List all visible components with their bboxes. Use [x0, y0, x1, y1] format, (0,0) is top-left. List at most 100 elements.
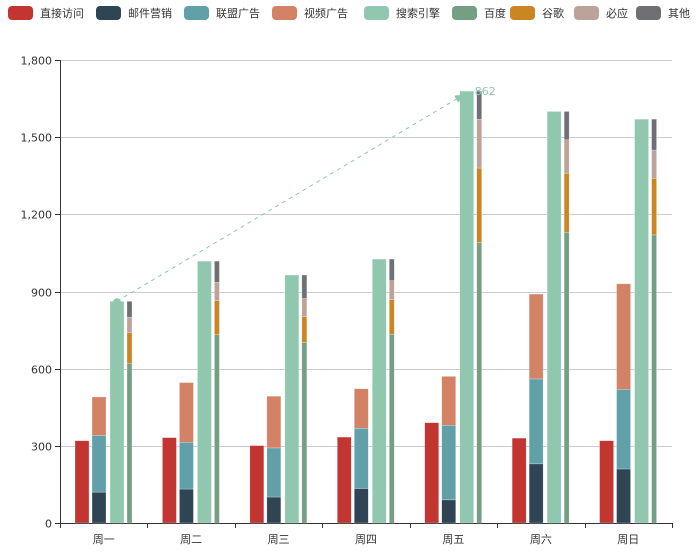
- bar-ad-segment[interactable]: [179, 441, 194, 490]
- bar-ad-segment[interactable]: [441, 376, 456, 426]
- legend-swatch-icon: [364, 6, 389, 20]
- bar-direct[interactable]: [424, 422, 439, 524]
- legend-swatch-icon: [636, 6, 661, 20]
- x-tick-label: 周日: [617, 533, 639, 546]
- bar-ad-segment[interactable]: [441, 425, 456, 501]
- legend-label: 直接访问: [40, 7, 84, 20]
- bar-ad-segment[interactable]: [528, 463, 544, 524]
- legend-item[interactable]: 邮件营销: [96, 5, 172, 21]
- bar-ad-segment[interactable]: [91, 396, 107, 436]
- bar-engine-segment[interactable]: [389, 280, 395, 300]
- legend-swatch-icon: [184, 6, 209, 20]
- bar-engine-segment[interactable]: [563, 172, 570, 233]
- bar-engine-segment[interactable]: [126, 332, 133, 364]
- y-tick-label: 1,500: [21, 132, 53, 145]
- bar-engine-segment[interactable]: [126, 316, 133, 333]
- y-tick-label: 600: [31, 364, 52, 377]
- legend-label: 谷歌: [542, 7, 564, 20]
- bar-ad-segment[interactable]: [354, 428, 369, 489]
- bar-direct[interactable]: [511, 437, 527, 524]
- legend-item[interactable]: 直接访问: [8, 5, 84, 21]
- bar-engine-segment[interactable]: [301, 316, 308, 343]
- bar-ad-segment[interactable]: [616, 388, 631, 470]
- legend-label: 联盟广告: [216, 7, 260, 20]
- legend-label: 邮件营销: [128, 7, 172, 20]
- mark-line-label: 862: [475, 85, 496, 98]
- bar-engine-segment[interactable]: [214, 260, 220, 283]
- bar-direct[interactable]: [249, 445, 265, 524]
- x-tick-label: 周五: [442, 533, 464, 546]
- bar-ad-segment[interactable]: [528, 378, 544, 465]
- legend-swatch-icon: [8, 6, 33, 20]
- legend-item[interactable]: 谷歌: [510, 5, 564, 21]
- bar-engine-segment[interactable]: [301, 342, 308, 524]
- x-tick-label: 周六: [530, 533, 552, 546]
- bar-search[interactable]: [284, 274, 300, 524]
- legend-item[interactable]: 联盟广告: [184, 5, 260, 21]
- bar-engine-segment[interactable]: [563, 232, 570, 524]
- bar-ad-segment[interactable]: [91, 435, 107, 493]
- bar-ad-segment[interactable]: [616, 283, 631, 390]
- legend-item[interactable]: 百度: [452, 5, 506, 21]
- legend-item[interactable]: 必应: [574, 5, 628, 21]
- bar-engine-segment[interactable]: [651, 234, 657, 524]
- bar-direct[interactable]: [74, 440, 90, 524]
- x-tick-label: 周四: [355, 533, 377, 546]
- bar-engine-segment[interactable]: [301, 274, 308, 299]
- bar-ad-segment[interactable]: [91, 491, 107, 524]
- mark-line: [116, 93, 465, 302]
- y-tick-label: 1,200: [21, 209, 53, 222]
- bar-engine-segment[interactable]: [651, 149, 657, 179]
- bar-engine-segment[interactable]: [389, 299, 395, 335]
- bar-ad-segment[interactable]: [266, 496, 282, 524]
- x-tick-label: 周一: [93, 533, 115, 546]
- bar-engine-segment[interactable]: [476, 90, 482, 120]
- bar-engine-segment[interactable]: [389, 258, 395, 281]
- legend-swatch-icon: [452, 6, 477, 20]
- bar-engine-segment[interactable]: [476, 118, 482, 169]
- bar-engine-segment[interactable]: [126, 301, 133, 318]
- mark-line-arrow-icon: [454, 94, 465, 103]
- legend-item[interactable]: 搜索引擎: [364, 5, 440, 21]
- legend-swatch-icon: [96, 6, 121, 20]
- bar-engine-segment[interactable]: [214, 334, 220, 524]
- bar-direct[interactable]: [599, 440, 614, 524]
- bar-ad-segment[interactable]: [528, 293, 544, 380]
- bar-direct[interactable]: [162, 437, 177, 524]
- bar-engine-segment[interactable]: [651, 178, 657, 236]
- bar-search[interactable]: [634, 118, 649, 524]
- bar-engine-segment[interactable]: [301, 298, 308, 317]
- legend-item[interactable]: 其他: [636, 5, 690, 21]
- legend-item[interactable]: 视频广告: [272, 5, 348, 21]
- bar-ad-segment[interactable]: [354, 388, 369, 429]
- bar-engine-segment[interactable]: [563, 111, 570, 140]
- legend-label: 百度: [484, 7, 506, 20]
- bar-ad-segment[interactable]: [179, 488, 194, 524]
- bar-engine-segment[interactable]: [126, 363, 133, 524]
- legend-swatch-icon: [574, 6, 599, 20]
- bar-ad-segment[interactable]: [179, 382, 194, 443]
- bar-search[interactable]: [197, 260, 212, 524]
- bar-direct[interactable]: [337, 436, 352, 524]
- bar-ad-segment[interactable]: [441, 499, 456, 524]
- bar-engine-segment[interactable]: [389, 333, 395, 524]
- bar-engine-segment[interactable]: [476, 167, 482, 243]
- bar-ad-segment[interactable]: [266, 395, 282, 449]
- bar-engine-segment[interactable]: [214, 300, 220, 335]
- bar-engine-segment[interactable]: [214, 281, 220, 302]
- x-tick-label: 周三: [268, 533, 290, 546]
- y-tick-label: 1,800: [21, 55, 53, 68]
- bar-engine-segment[interactable]: [651, 118, 657, 151]
- bar-search[interactable]: [546, 111, 562, 524]
- bar-engine-segment[interactable]: [563, 139, 570, 174]
- bar-search[interactable]: [459, 90, 474, 524]
- bar-search[interactable]: [372, 258, 387, 524]
- bar-ad-segment[interactable]: [266, 447, 282, 498]
- legend-label: 搜索引擎: [396, 7, 440, 20]
- bar-engine-segment[interactable]: [476, 242, 482, 524]
- bar-ad-segment[interactable]: [616, 468, 631, 524]
- bar-ad-segment[interactable]: [354, 488, 369, 524]
- legend-label: 视频广告: [304, 7, 348, 20]
- bar-search[interactable]: [109, 301, 125, 524]
